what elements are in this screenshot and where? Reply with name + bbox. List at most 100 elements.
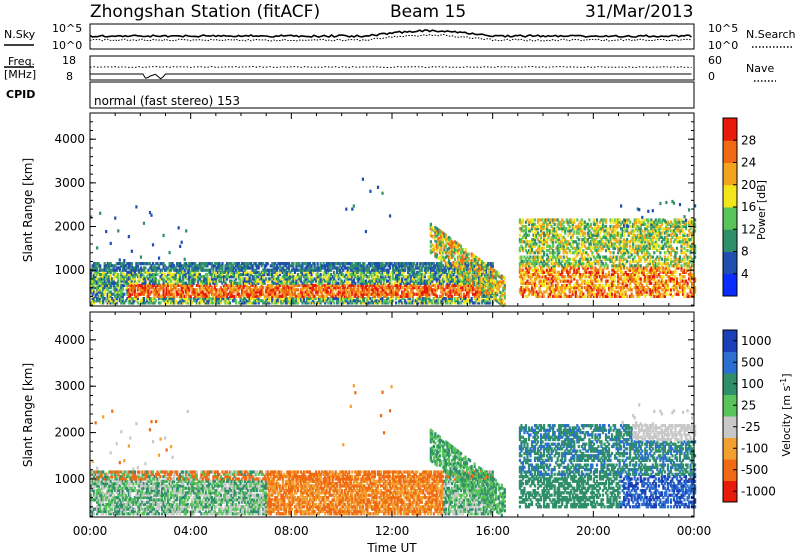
echo-cell <box>215 272 218 277</box>
echo-cell <box>296 283 300 288</box>
echo-cell <box>499 282 502 286</box>
echo-cell <box>388 264 392 268</box>
echo-cell <box>337 299 340 303</box>
echo-cell <box>568 242 571 246</box>
echo-cell <box>194 270 197 274</box>
echo-cell <box>188 275 191 279</box>
echo-cell <box>441 233 445 237</box>
echo-cell <box>328 286 331 290</box>
echo-cell <box>481 262 484 266</box>
echo-cell <box>405 286 408 290</box>
echo-cell <box>337 283 340 288</box>
echo-cell <box>192 279 195 283</box>
echo-cell <box>221 268 224 272</box>
echo-cell <box>556 292 559 296</box>
echo-cell <box>286 275 289 279</box>
echo-cell <box>144 270 147 274</box>
echo-cell <box>165 281 168 285</box>
echo-cell <box>487 268 490 273</box>
echo-cell <box>236 270 239 274</box>
echo-cell <box>301 283 304 288</box>
echo-cell <box>290 277 294 281</box>
echo-cell <box>278 272 281 277</box>
echo-cell <box>213 296 217 301</box>
echo-cell <box>203 275 206 279</box>
echo-cell <box>259 294 262 298</box>
echo-cell <box>201 292 204 296</box>
echo-cell <box>257 290 260 294</box>
echo-cell <box>399 272 402 277</box>
echo-cell <box>237 262 241 266</box>
echo-cell <box>342 262 345 266</box>
echo-cell <box>117 275 120 279</box>
echo-cell <box>372 301 375 305</box>
echo-cell <box>325 292 328 296</box>
echo-cell <box>188 262 191 266</box>
echo-cell <box>556 286 559 290</box>
echo-cell <box>286 262 289 266</box>
echo-cell <box>135 262 138 266</box>
echo-cell <box>464 294 467 298</box>
echo-cell <box>564 266 567 270</box>
echo-cell <box>552 257 555 261</box>
echo-cell <box>256 275 259 279</box>
echo-cell <box>351 266 354 270</box>
echo-cell <box>532 251 535 255</box>
echo-cell <box>327 266 330 270</box>
echo-cell <box>395 279 398 283</box>
echo-cell <box>571 286 574 290</box>
echo-cell <box>387 270 390 274</box>
echo-cell <box>530 229 534 233</box>
echo-cell <box>392 286 395 290</box>
echo-cell <box>165 288 168 292</box>
echo-cell <box>577 242 580 246</box>
echo-cell <box>189 281 192 285</box>
echo-cell <box>186 283 189 288</box>
echo-cell <box>310 292 313 296</box>
echo-cell <box>197 272 200 277</box>
echo-cell <box>580 218 583 222</box>
echo-cell <box>358 277 361 281</box>
echo-cell <box>139 290 143 294</box>
echo-cell <box>333 296 336 301</box>
echo-cell <box>265 286 268 290</box>
echo-cell <box>156 283 159 288</box>
echo-cell <box>183 272 186 277</box>
echo-cell <box>437 296 440 301</box>
echo-cell <box>188 264 191 268</box>
echo-cell <box>352 283 355 288</box>
echo-cell <box>500 298 503 302</box>
echo-cell <box>390 262 393 266</box>
echo-cell <box>487 275 490 279</box>
echo-cell <box>277 299 280 303</box>
echo-cell <box>318 288 321 292</box>
echo-cell <box>129 301 132 305</box>
echo-cell <box>396 268 399 272</box>
echo-cell <box>419 301 422 305</box>
echo-cell <box>422 275 425 279</box>
echo-cell <box>256 279 259 283</box>
echo-cell <box>547 294 550 298</box>
echo-cell <box>241 288 244 292</box>
echo-cell <box>331 279 334 283</box>
echo-cell <box>358 270 361 274</box>
echo-cell <box>197 283 200 288</box>
echo-cell <box>478 266 481 270</box>
echo-cell <box>419 277 422 281</box>
echo-cell <box>292 279 295 283</box>
echo-cell <box>453 281 457 285</box>
echo-cell <box>141 288 144 292</box>
echo-cell <box>482 294 485 298</box>
echo-cell <box>203 288 206 292</box>
echo-cell <box>228 279 232 283</box>
echo-cell <box>171 277 174 281</box>
echo-cell <box>521 279 525 283</box>
echo-cell <box>475 273 478 277</box>
echo-cell <box>449 239 452 243</box>
echo-cell <box>308 275 312 279</box>
echo-cell <box>440 288 443 292</box>
echo-cell <box>387 283 390 288</box>
echo-cell <box>337 268 340 272</box>
echo-cell <box>488 301 491 305</box>
echo-cell <box>254 283 257 288</box>
